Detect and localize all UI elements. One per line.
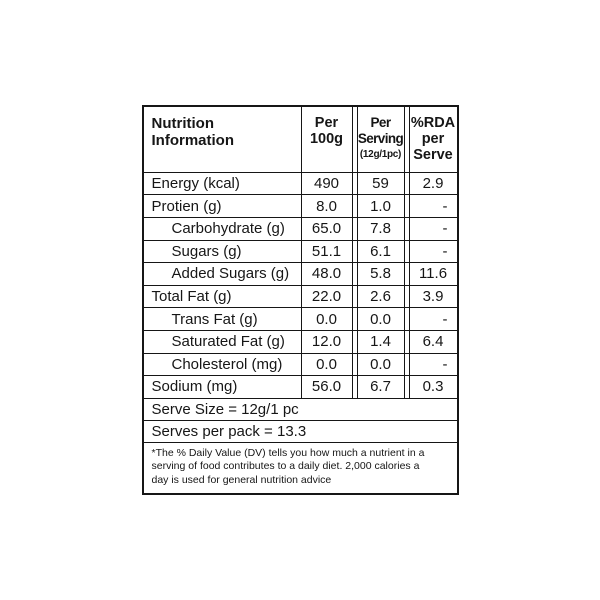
value-per-serving: 7.8: [356, 217, 405, 240]
serves-per-pack-row: Serves per pack = 13.3: [143, 421, 457, 443]
value-per-100g: 22.0: [300, 285, 353, 308]
table-row-cholesterol: Cholesterol (mg) 0.0 0.0 -: [143, 353, 457, 377]
row-label: Sugars (g): [171, 242, 242, 260]
value-per-serving: 0.0: [356, 308, 405, 330]
value-per-100g: 8.0: [300, 195, 353, 217]
header-per-100g: Per 100g: [300, 106, 353, 172]
value-per-100g: 0.0: [300, 308, 353, 330]
value-per-serving: 5.8: [356, 263, 405, 285]
header-per-serving-subtext: (12g/1pc): [359, 148, 402, 160]
value-rda: 6.4: [408, 330, 457, 353]
row-label: Sodium (mg): [151, 378, 238, 396]
row-label: Added Sugars (g): [171, 265, 290, 283]
header-rda-per-serve-label: %RDA per Serve: [410, 114, 456, 163]
value-rda: -: [408, 240, 457, 263]
daily-value-footnote: *The % Daily Value (DV) tells you how mu…: [144, 443, 457, 494]
value-per-100g: 51.1: [300, 240, 353, 263]
value-per-serving: 6.7: [356, 376, 405, 398]
value-per-serving: 6.1: [356, 240, 405, 263]
value-rda: 11.6: [408, 263, 457, 285]
row-label: Energy (kcal): [151, 175, 240, 193]
value-per-serving: 1.0: [356, 195, 405, 217]
value-per-100g: 490: [300, 172, 353, 195]
table-row-energy: Energy (kcal) 490 59 2.9: [143, 172, 457, 196]
value-rda: 3.9: [408, 285, 457, 308]
value-rda: 2.9: [408, 172, 457, 195]
value-rda: -: [408, 353, 457, 376]
table-row-trans-fat: Trans Fat (g) 0.0 0.0 -: [143, 308, 457, 331]
row-label: Protien (g): [151, 197, 222, 215]
row-label: Saturated Fat (g): [171, 333, 285, 351]
table-row-sugars: Sugars (g) 51.1 6.1 -: [143, 240, 457, 264]
table-row-saturated-fat: Saturated Fat (g) 12.0 1.4 6.4: [143, 330, 457, 354]
value-per-100g: 48.0: [300, 263, 353, 285]
row-label: Total Fat (g): [151, 288, 232, 306]
value-per-100g: 0.0: [300, 353, 353, 376]
table-row-total-fat: Total Fat (g) 22.0 2.6 3.9: [143, 285, 457, 309]
header-per-serving: Per Serving (12g/1pc): [356, 106, 405, 172]
table-row-carbohydrate: Carbohydrate (g) 65.0 7.8 -: [143, 217, 457, 241]
row-label: Trans Fat (g): [171, 310, 258, 328]
value-rda: -: [408, 217, 457, 240]
table-row-sodium: Sodium (mg) 56.0 6.7 0.3: [143, 376, 457, 399]
table-row-added-sugars: Added Sugars (g) 48.0 5.8 11.6: [143, 263, 457, 286]
footnote-line: serving of food contributes to a daily d…: [151, 460, 420, 473]
value-per-serving: 0.0: [356, 353, 405, 376]
footnote-line: *The % Daily Value (DV) tells you how mu…: [151, 446, 425, 459]
value-rda: -: [408, 195, 457, 217]
table-header-row: Nutrition Information Per 100g Per Servi…: [143, 106, 457, 173]
value-rda: -: [408, 308, 457, 330]
nutrition-table: Nutrition Information Per 100g Per Servi…: [141, 104, 459, 496]
table-row-protein: Protien (g) 8.0 1.0 -: [143, 195, 457, 218]
value-rda: 0.3: [408, 376, 457, 398]
row-label: Cholesterol (mg): [171, 355, 283, 373]
value-per-100g: 56.0: [300, 376, 353, 398]
value-per-serving: 1.4: [356, 330, 405, 353]
value-per-serving: 2.6: [356, 285, 405, 308]
value-per-serving: 59: [356, 172, 405, 195]
header-nutrition-information: Nutrition Information: [151, 114, 235, 149]
value-per-100g: 65.0: [300, 217, 353, 240]
footnote-line: day is used for general nutrition advice: [151, 473, 332, 486]
value-per-100g: 12.0: [300, 330, 353, 353]
header-per-100g-label: Per 100g: [309, 114, 344, 147]
row-label: Carbohydrate (g): [171, 220, 285, 238]
header-rda-per-serve: %RDA per Serve: [408, 106, 457, 172]
serve-size-row: Serve Size = 12g/1 pc: [143, 399, 457, 421]
header-per-serving-label: Per Serving: [357, 114, 404, 146]
